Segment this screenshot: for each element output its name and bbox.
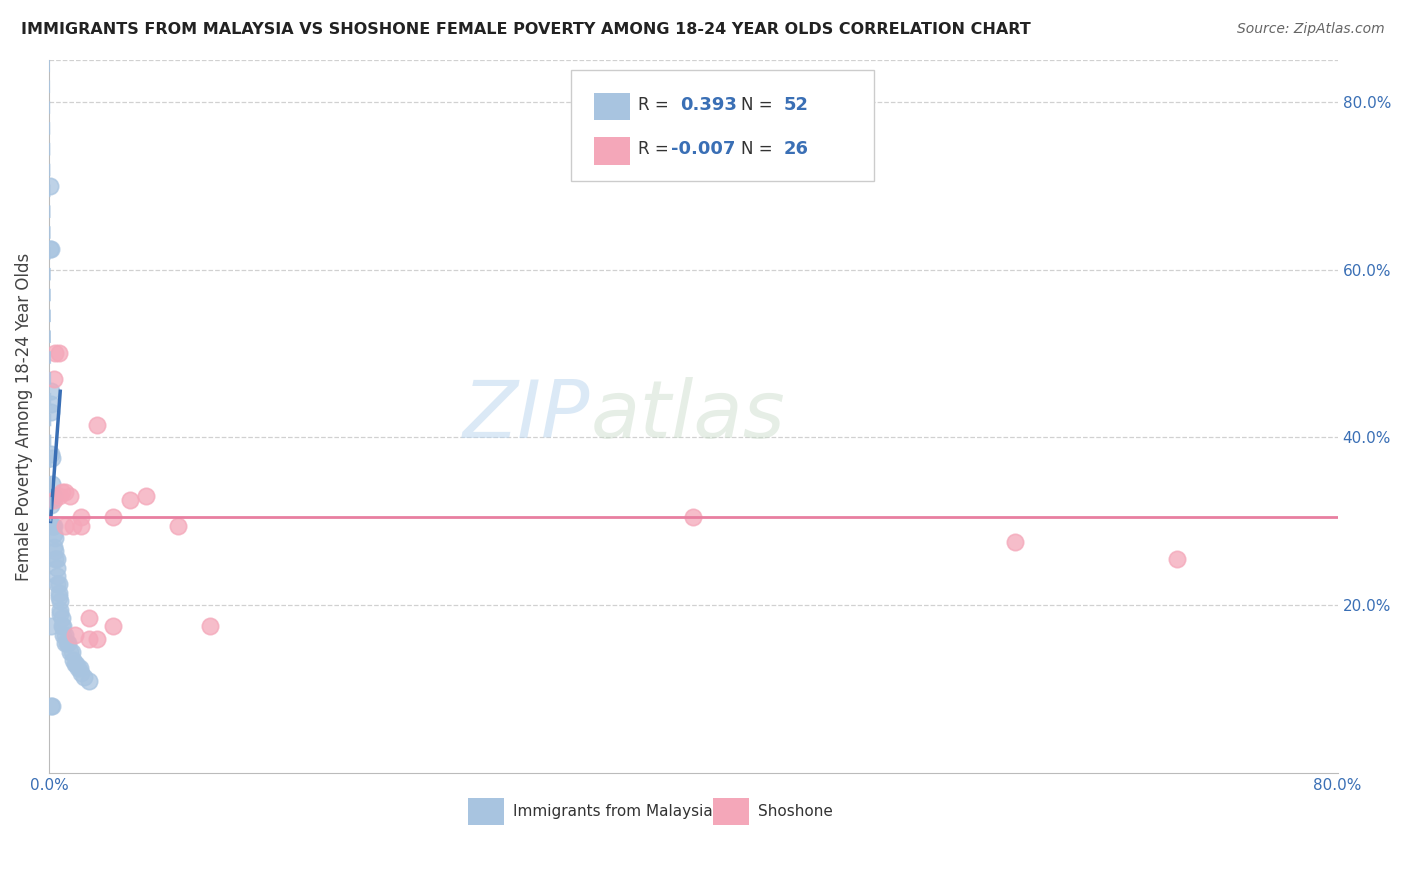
- Point: [1166, 552, 1188, 566]
- Point: [60, 644, 83, 658]
- Point: [52, 628, 75, 642]
- Text: 26: 26: [783, 140, 808, 158]
- Point: [39, 493, 62, 508]
- Point: [103, 619, 125, 633]
- Point: [58, 636, 80, 650]
- Text: Source: ZipAtlas.com: Source: ZipAtlas.com: [1237, 22, 1385, 37]
- Point: [39, 699, 62, 714]
- Point: [103, 510, 125, 524]
- Point: [42, 489, 65, 503]
- Point: [46, 560, 69, 574]
- Text: Shoshone: Shoshone: [758, 804, 832, 819]
- Y-axis label: Female Poverty Among 18-24 Year Olds: Female Poverty Among 18-24 Year Olds: [15, 252, 32, 581]
- Point: [62, 518, 84, 533]
- Point: [42, 518, 65, 533]
- Point: [38, 178, 60, 193]
- Point: [1004, 535, 1026, 549]
- Point: [44, 544, 66, 558]
- Point: [44, 552, 66, 566]
- Point: [69, 661, 91, 675]
- Point: [42, 540, 65, 554]
- Point: [46, 552, 69, 566]
- Text: ZIP: ZIP: [463, 377, 591, 456]
- Point: [39, 619, 62, 633]
- Point: [49, 602, 72, 616]
- Point: [55, 636, 77, 650]
- Text: atlas: atlas: [591, 377, 785, 456]
- Point: [48, 590, 70, 604]
- Point: [77, 632, 100, 646]
- Point: [53, 636, 76, 650]
- Text: N =: N =: [741, 140, 773, 158]
- Point: [70, 510, 93, 524]
- Point: [41, 518, 63, 533]
- Point: [39, 242, 62, 256]
- Point: [51, 485, 73, 500]
- Point: [166, 518, 188, 533]
- FancyBboxPatch shape: [468, 798, 503, 825]
- Point: [86, 417, 108, 432]
- Point: [48, 346, 70, 360]
- Point: [51, 619, 73, 633]
- Text: 52: 52: [783, 95, 808, 113]
- Point: [118, 493, 141, 508]
- FancyBboxPatch shape: [595, 93, 630, 120]
- Point: [70, 665, 93, 680]
- Text: R =: R =: [638, 95, 669, 113]
- Text: N =: N =: [741, 95, 773, 113]
- Point: [135, 489, 157, 503]
- Point: [59, 644, 82, 658]
- Point: [59, 489, 82, 503]
- Point: [49, 594, 72, 608]
- Point: [63, 628, 86, 642]
- Point: [41, 447, 63, 461]
- Point: [77, 673, 100, 688]
- Point: [42, 527, 65, 541]
- Point: [46, 569, 69, 583]
- Text: 0.393: 0.393: [681, 95, 737, 113]
- Point: [77, 611, 100, 625]
- Point: [44, 346, 66, 360]
- Point: [38, 493, 60, 508]
- Point: [53, 518, 76, 533]
- Point: [682, 510, 704, 524]
- Point: [49, 607, 72, 621]
- Point: [62, 653, 84, 667]
- Point: [51, 611, 73, 625]
- Point: [39, 405, 62, 419]
- Point: [52, 619, 75, 633]
- Point: [198, 619, 221, 633]
- Point: [41, 451, 63, 466]
- Point: [39, 397, 62, 411]
- Point: [65, 657, 87, 672]
- Point: [42, 518, 65, 533]
- Point: [44, 531, 66, 545]
- Point: [41, 384, 63, 399]
- Point: [42, 493, 65, 508]
- Point: [63, 657, 86, 672]
- Point: [70, 518, 93, 533]
- Point: [73, 670, 96, 684]
- Point: [41, 699, 63, 714]
- Text: IMMIGRANTS FROM MALAYSIA VS SHOSHONE FEMALE POVERTY AMONG 18-24 YEAR OLDS CORREL: IMMIGRANTS FROM MALAYSIA VS SHOSHONE FEM…: [21, 22, 1031, 37]
- Point: [41, 498, 63, 512]
- Point: [86, 632, 108, 646]
- Point: [42, 372, 65, 386]
- Point: [66, 661, 89, 675]
- Point: [48, 489, 70, 503]
- Point: [41, 476, 63, 491]
- Text: -0.007: -0.007: [672, 140, 735, 158]
- Point: [53, 485, 76, 500]
- FancyBboxPatch shape: [595, 137, 630, 164]
- Point: [48, 586, 70, 600]
- Point: [46, 577, 69, 591]
- Point: [48, 577, 70, 591]
- FancyBboxPatch shape: [571, 70, 873, 181]
- Text: R =: R =: [638, 140, 669, 158]
- Point: [53, 628, 76, 642]
- FancyBboxPatch shape: [713, 798, 749, 825]
- Text: Immigrants from Malaysia: Immigrants from Malaysia: [513, 804, 713, 819]
- Point: [39, 242, 62, 256]
